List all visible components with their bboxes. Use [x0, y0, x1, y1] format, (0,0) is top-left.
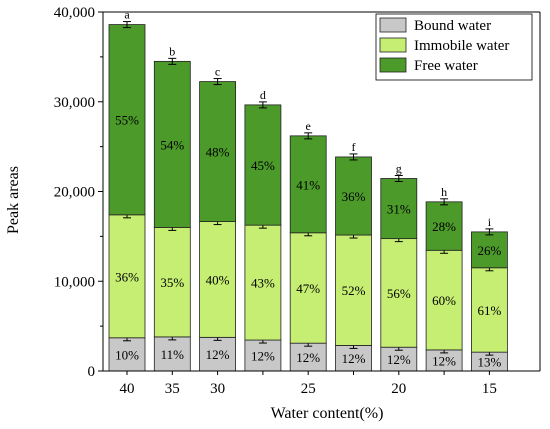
bar-segment [108, 24, 146, 216]
percent-label: 28% [432, 219, 456, 234]
significance-letter: i [488, 215, 492, 229]
significance-letter: f [352, 140, 356, 154]
x-tick-label: 35 [165, 381, 180, 397]
percent-label: 12% [296, 350, 320, 365]
percent-label: 60% [432, 293, 456, 308]
bar-segment [289, 232, 327, 344]
bar-segment [289, 342, 327, 372]
percent-label: 12% [342, 351, 366, 366]
percent-label: 41% [296, 177, 320, 192]
bar-segment [380, 178, 418, 240]
bar-segment [244, 339, 282, 372]
percent-label: 11% [161, 347, 185, 362]
y-tick-label: 10,000 [54, 274, 95, 290]
x-tick-label: 40 [120, 381, 135, 397]
bar-segment [199, 221, 237, 338]
bar-segment [108, 337, 146, 372]
significance-letter: c [215, 65, 220, 79]
legend-label: Immobile water [414, 38, 509, 54]
significance-letter: e [306, 119, 311, 133]
y-tick-label: 20,000 [54, 185, 95, 201]
legend-swatch [379, 17, 407, 33]
x-tick-label: 25 [301, 381, 316, 397]
percent-label: 61% [477, 303, 501, 318]
percent-label: 13% [477, 355, 501, 370]
significance-letter: b [169, 44, 175, 58]
percent-label: 40% [206, 272, 230, 287]
bar-segment [108, 214, 146, 339]
x-tick-label: 30 [210, 381, 225, 397]
percent-label: 52% [342, 283, 366, 298]
y-tick-label: 40,000 [54, 5, 95, 21]
percent-label: 35% [160, 275, 184, 290]
percent-label: 26% [477, 243, 501, 258]
significance-letter: g [396, 161, 402, 175]
legend-label: Bound water [414, 18, 491, 34]
bar-segment [199, 81, 237, 222]
bar-segment [244, 104, 282, 226]
percent-label: 54% [160, 137, 184, 152]
bar-segment [380, 238, 418, 348]
x-tick-label: 15 [482, 381, 497, 397]
percent-label: 55% [115, 113, 139, 128]
significance-letter: a [124, 8, 130, 22]
bar-layer: 10%a36%a55%a11%a35%c54%b12%a40%b48%c12%b… [108, 8, 508, 372]
bar-segment [153, 336, 191, 372]
x-tick-label: 20 [391, 381, 406, 397]
percent-label: 12% [432, 353, 456, 368]
bar-segment [244, 224, 282, 341]
percent-label: 36% [342, 189, 366, 204]
bar-segment [425, 201, 463, 251]
percent-label: 10% [115, 347, 139, 362]
bar-segment [335, 345, 372, 372]
percent-label: 12% [206, 347, 230, 362]
significance-letter: h [441, 185, 447, 199]
y-axis-label: Peak areas [5, 166, 22, 234]
legend: Bound water Immobile water Free water [375, 13, 533, 81]
percent-label: 36% [115, 269, 139, 284]
y-tick-label: 0 [88, 364, 96, 380]
x-axis-label: Water content(%) [271, 405, 384, 422]
bar-segment [153, 226, 191, 338]
bar-segment [289, 135, 327, 234]
y-tick-label: 30,000 [54, 95, 95, 111]
legend-swatch [379, 57, 407, 73]
bar-segment [470, 231, 508, 269]
percent-label: 12% [387, 352, 411, 367]
percent-label: 12% [251, 349, 275, 364]
legend-label: Free water [414, 58, 478, 74]
axes-layer: 0 10,000 20,000 30,000 40,000 40 35 30 25 20 15 [54, 5, 541, 397]
bar-segment [470, 267, 508, 353]
bar-segment [335, 234, 372, 346]
percent-label: 43% [251, 276, 275, 291]
significance-letter: d [260, 88, 266, 102]
percent-label: 56% [387, 286, 411, 301]
bar-segment [335, 156, 372, 236]
legend-swatch [379, 37, 407, 53]
percent-label: 48% [206, 145, 230, 160]
percent-label: 45% [251, 158, 275, 173]
percent-label: 47% [296, 281, 320, 296]
percent-label: 31% [387, 202, 411, 217]
bar-segment [425, 249, 463, 351]
